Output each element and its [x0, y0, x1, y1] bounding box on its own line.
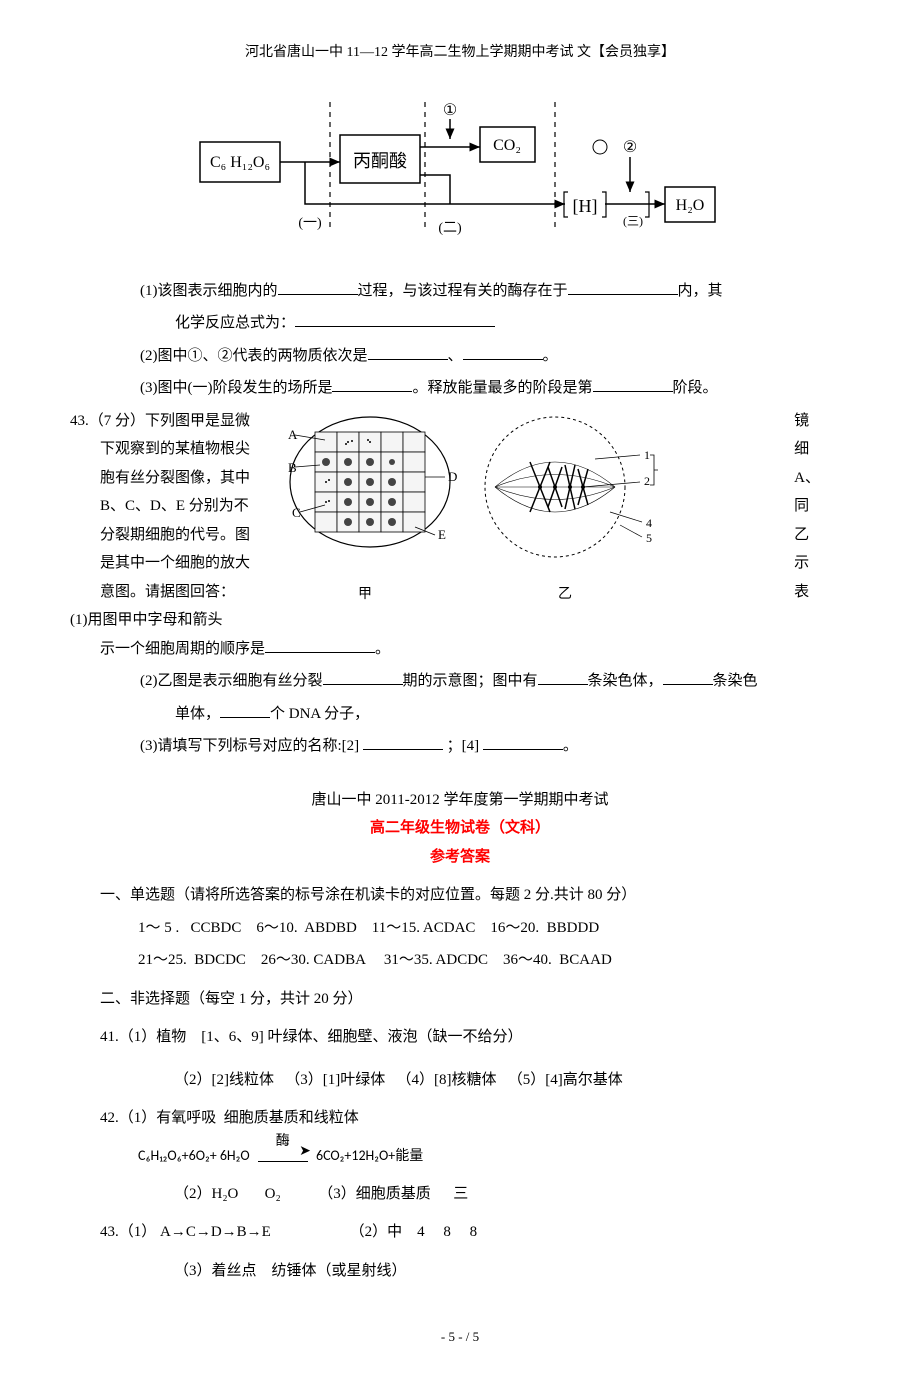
q42-1: (1)该图表示细胞内的过程，与该过程有关的酶存在于内，其 — [140, 277, 820, 306]
svg-text:4: 4 — [646, 516, 652, 530]
stage1: (一) — [298, 216, 322, 231]
q43-1-pre: (1)用图甲中字母和箭头 — [70, 612, 223, 628]
q43-l1: 下观察到的某植物根尖 — [100, 435, 260, 464]
q42-2: (2)图中①、②代表的两物质依次是、。 — [140, 342, 820, 371]
page-number: - 5 - / 5 — [100, 1325, 820, 1350]
stage3: (三) — [623, 214, 643, 228]
q43-r1: 细 — [794, 435, 820, 464]
jia-caption: 甲 — [270, 582, 460, 609]
q43-section: 43.（7 分）下列图甲是显微 下观察到的某植物根尖 胞有丝分裂图像，其中 B、… — [100, 407, 820, 635]
svg-text:5: 5 — [646, 531, 652, 545]
a43-l1: 43.（1） A→C→D→B→E （2）中 4 8 8 — [100, 1218, 820, 1247]
respiration-diagram: C₆ H₁₂O₆ 丙酮酸 CO₂ [H] H₂O ① ② (一) (二) (三) — [190, 97, 730, 257]
image-jia: A B C D E — [270, 407, 460, 572]
q43-r2: A、 — [794, 464, 820, 493]
svg-text:C: C — [292, 505, 301, 520]
a42-eq: C₆H₁₂O₆+6O₂+ 6H₂O 酶 ➤ 6CO₂+12H₂O+能量 — [138, 1143, 820, 1170]
sec1-l1: 1～ 5 . CCBDC 6～10. ABDBD 11～15. ACDAC 16… — [138, 914, 820, 943]
q43-1b: 示一个细胞周期的顺序是。 — [100, 635, 820, 664]
circ1: ① — [443, 102, 457, 119]
q43-r5: 示 — [794, 549, 820, 578]
q43-2b: 单体，个 DNA 分子， — [175, 700, 820, 729]
q43-l2: 胞有丝分裂图像，其中 — [100, 464, 260, 493]
q43-l6: 意图。请据图回答： — [100, 578, 260, 607]
h2o-label: H₂O — [676, 197, 705, 214]
q43-l4: 分裂期细胞的代号。图 — [100, 521, 260, 550]
pyruvate-label: 丙酮酸 — [353, 151, 407, 171]
a42-l1: 42.（1）有氧呼吸 细胞质基质和线粒体 — [100, 1104, 820, 1133]
q42-1b: 化学反应总式为： — [175, 309, 820, 338]
glucose-label: C₆ H₁₂O₆ — [210, 154, 270, 171]
stage2: (二) — [438, 221, 462, 236]
q43-r3: 同 — [794, 492, 820, 521]
q43-3: (3)请填写下列标号对应的名称:[2] ；[4] 。 — [140, 732, 820, 761]
svg-text:B: B — [288, 460, 297, 475]
co2-label: CO₂ — [493, 137, 521, 154]
q43-l5: 是其中一个细胞的放大 — [100, 549, 260, 578]
circ2: ② — [623, 139, 637, 156]
a42-l3: （2）H₂O O₂ （3）细胞质基质 三 — [174, 1180, 820, 1209]
doc-header: 河北省唐山一中 11—12 学年高二生物上学期期中考试 文【会员独享】 — [100, 40, 820, 67]
q43-2: (2)乙图是表示细胞有丝分裂期的示意图；图中有条染色体，条染色 — [140, 667, 820, 696]
yi-caption: 乙 — [470, 582, 660, 609]
sec2-header: 二、非选择题（每空 1 分，共计 20 分） — [100, 985, 820, 1014]
svg-text:E: E — [438, 527, 446, 542]
sec1-l2: 21～25. BDCDC 26～30. CADBA 31～35. ADCDC 3… — [138, 946, 820, 975]
a41-l1: 41.（1）植物 [1、6、9] 叶绿体、细胞壁、液泡（缺一不给分） — [100, 1023, 820, 1052]
svg-text:1: 1 — [644, 448, 650, 462]
h-label: [H] — [573, 196, 598, 216]
q43-r6: 表 — [794, 578, 820, 607]
q43-r0: 镜 — [794, 407, 820, 436]
a43-l2: （3）着丝点 纺锤体（或星射线） — [174, 1257, 820, 1286]
q42-3: (3)图中(一)阶段发生的场所是。释放能量最多的阶段是第阶段。 — [140, 374, 820, 403]
svg-text:D: D — [448, 469, 457, 484]
q43-r4: 乙 — [794, 521, 820, 550]
svg-text:A: A — [288, 427, 298, 442]
svg-text:2: 2 — [644, 474, 650, 488]
ans-title2: 高二年级生物试卷（文科） — [100, 814, 820, 843]
ans-title1: 唐山一中 2011-2012 学年度第一学期期中考试 — [100, 786, 820, 815]
a41-l2: （2）[2]线粒体 （3）[1]叶绿体 （4）[8]核糖体 （5）[4]高尔基体 — [174, 1066, 820, 1095]
sec1-header: 一、单选题（请将所选答案的标号涂在机读卡的对应位置。每题 2 分.共计 80 分… — [100, 881, 820, 910]
q43-l3: B、C、D、E 分别为不 — [100, 492, 260, 521]
image-yi: 1 2 3 4 5 — [470, 407, 660, 572]
q43-header: 43.（7 分）下列图甲是显微 — [70, 407, 260, 436]
ans-title3: 参考答案 — [100, 843, 820, 872]
